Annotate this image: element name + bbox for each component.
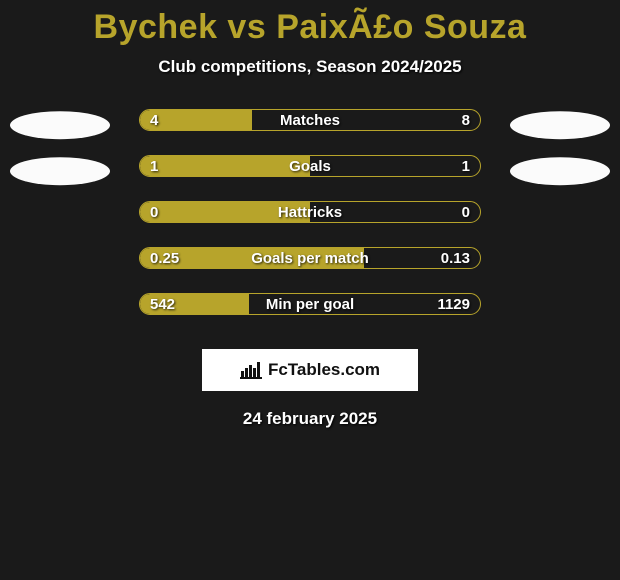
stat-row: 00Hattricks [0, 197, 620, 243]
comparison-infographic: Bychek vs PaixÃ£o Souza Club competition… [0, 0, 620, 580]
source-badge: FcTables.com [202, 349, 418, 391]
stat-label: Goals per match [140, 248, 480, 269]
bar-chart-icon [240, 361, 262, 379]
stat-row: 5421129Min per goal [0, 289, 620, 335]
stat-label: Hattricks [140, 202, 480, 223]
stat-row: 0.250.13Goals per match [0, 243, 620, 289]
stat-bar: 0.250.13Goals per match [139, 247, 481, 269]
stat-bar: 5421129Min per goal [139, 293, 481, 315]
player-left-oval [10, 111, 110, 139]
snapshot-date: 24 february 2025 [0, 409, 620, 429]
player-right-oval [510, 157, 610, 185]
stat-label: Goals [140, 156, 480, 177]
player-left-oval [10, 157, 110, 185]
stat-label: Min per goal [140, 294, 480, 315]
stat-bar: 00Hattricks [139, 201, 481, 223]
comparison-subtitle: Club competitions, Season 2024/2025 [0, 57, 620, 77]
player-right-oval [510, 111, 610, 139]
stat-bar: 48Matches [139, 109, 481, 131]
comparison-title: Bychek vs PaixÃ£o Souza [0, 8, 620, 47]
stat-label: Matches [140, 110, 480, 131]
stat-rows: 48Matches 11Goals 00Hattricks 0.250.13Goals… [0, 105, 620, 335]
source-badge-text: FcTables.com [268, 360, 380, 380]
stat-bar: 11Goals [139, 155, 481, 177]
stat-row: 11Goals [0, 151, 620, 197]
stat-row: 48Matches [0, 105, 620, 151]
